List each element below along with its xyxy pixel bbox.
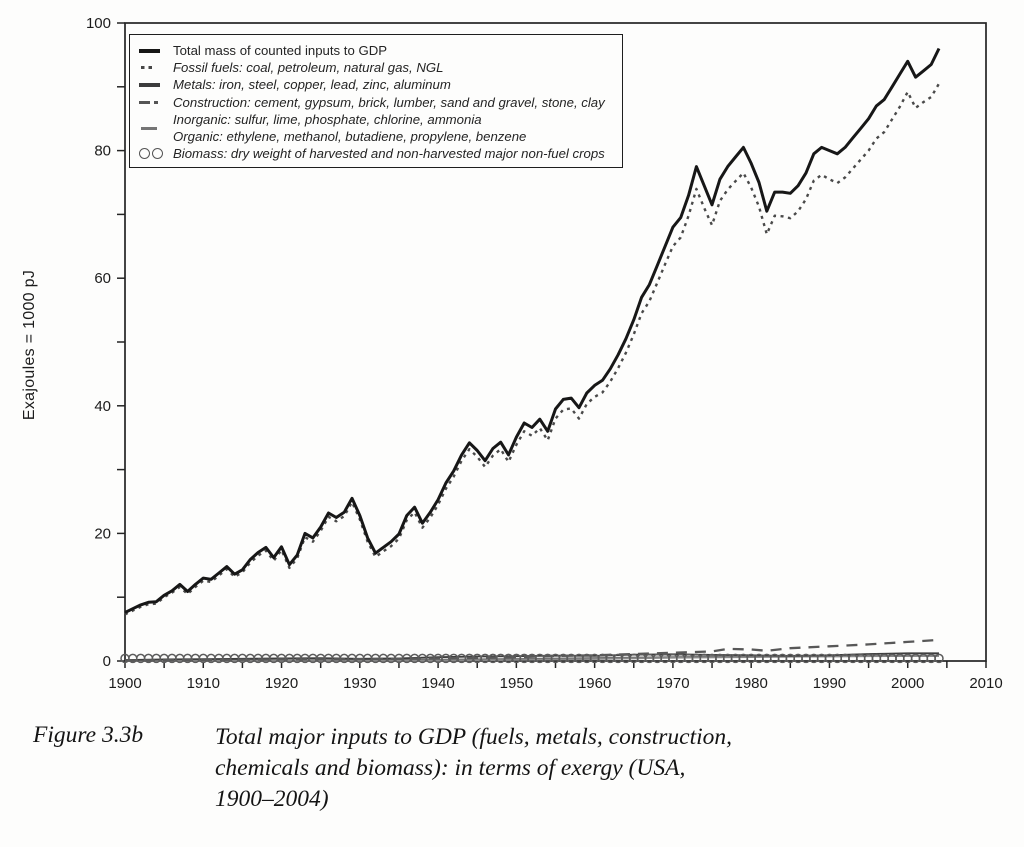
svg-text:1900: 1900 [108, 675, 141, 692]
svg-text:20: 20 [94, 525, 111, 542]
svg-text:60: 60 [94, 270, 111, 287]
svg-text:0: 0 [103, 653, 111, 670]
legend-item-fossil: Fossil fuels: coal, petroleum, natural g… [139, 59, 614, 76]
caption-line-1: Total major inputs to GDP (fuels, metals… [215, 724, 733, 750]
legend-box: Total mass of counted inputs to GDP Foss… [129, 34, 623, 168]
metals-line-swatch [139, 78, 166, 92]
legend-item-label: Inorganic: sulfur, lime, phosphate, chlo… [173, 111, 482, 127]
legend-item-organic: Organic: ethylene, methanol, butadiene, … [139, 128, 614, 145]
inorganic-line-swatch [139, 121, 166, 135]
figure-caption-text: Total major inputs to GDP (fuels, metals… [215, 722, 815, 815]
svg-text:100: 100 [86, 15, 111, 32]
legend-item-label: Construction: cement, gypsum, brick, lum… [173, 94, 605, 110]
chart-plot: 1900 1910 1920 1930 1940 1950 1960 1970 1980 1990… [86, 15, 1003, 692]
legend-item-metals: Metals: iron, steel, copper, lead, zinc,… [139, 76, 614, 93]
figure-number: Figure 3.3b [33, 722, 144, 748]
fossil-dotted-line-swatch [139, 61, 166, 75]
y-axis-label: Exajoules = 1000 pJ [21, 269, 38, 421]
svg-text:1950: 1950 [500, 675, 533, 692]
svg-text:40: 40 [94, 398, 111, 415]
legend-item-label: Biomass: dry weight of harvested and non… [173, 146, 605, 162]
svg-text:1960: 1960 [578, 675, 611, 692]
svg-text:80: 80 [94, 143, 111, 160]
svg-text:2010: 2010 [969, 675, 1002, 692]
svg-text:2000: 2000 [891, 675, 924, 692]
legend-item-inorganic: Inorganic: sulfur, lime, phosphate, chlo… [139, 111, 614, 128]
legend-item-biomass: Biomass: dry weight of harvested and non… [139, 145, 614, 162]
figure-caption: Figure 3.3b Total major inputs to GDP (f… [33, 722, 815, 815]
legend-item-label: Organic: ethylene, methanol, butadiene, … [173, 129, 527, 145]
svg-text:1910: 1910 [187, 675, 220, 692]
biomass-circles-swatch [139, 147, 166, 161]
svg-text:1970: 1970 [656, 675, 689, 692]
chart-area: 1900 1910 1920 1930 1940 1950 1960 1970 1980 1990… [0, 0, 1024, 712]
caption-line-3: 1900–2004) [215, 786, 329, 812]
caption-line-2: chemicals and biomass): in terms of exer… [215, 755, 686, 781]
svg-text:1920: 1920 [265, 675, 298, 692]
legend-item-label: Total mass of counted inputs to GDP [173, 43, 388, 59]
total-line-swatch [139, 44, 166, 58]
svg-text:1990: 1990 [813, 675, 846, 692]
legend-item-construction: Construction: cement, gypsum, brick, lum… [139, 94, 614, 111]
legend-item-total: Total mass of counted inputs to GDP [139, 42, 614, 59]
construction-dashed-line-swatch [139, 95, 166, 109]
svg-text:1980: 1980 [734, 675, 767, 692]
legend-item-label: Fossil fuels: coal, petroleum, natural g… [173, 60, 444, 76]
legend-item-label: Metals: iron, steel, copper, lead, zinc,… [173, 77, 451, 93]
svg-text:1930: 1930 [343, 675, 376, 692]
svg-text:1940: 1940 [421, 675, 454, 692]
